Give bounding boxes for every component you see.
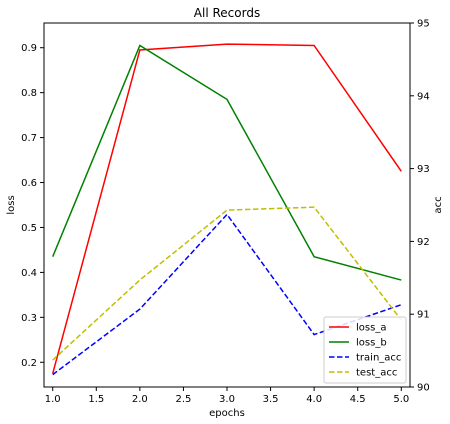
legend-box [323, 316, 407, 384]
x-tick-label: 4.0 [306, 394, 322, 405]
y-right-tick-label: 95 [417, 19, 430, 30]
x-tick-label: 3.0 [219, 394, 235, 405]
y-left-tick-label: 0.8 [21, 88, 37, 99]
series-line-loss-a [51, 43, 402, 374]
series-line-loss-b [52, 44, 402, 281]
x-tick-label: 3.5 [263, 394, 279, 405]
y-right-tick-label: 91 [417, 310, 430, 321]
y-axis-right-label: acc [433, 196, 444, 213]
y-right-tick-label: 90 [417, 383, 430, 394]
x-tick-label: 2.0 [132, 394, 148, 405]
legend-label: loss_b [356, 338, 387, 349]
chart-title: All Records [194, 6, 260, 20]
y-right-tick-label: 92 [417, 237, 430, 248]
legend-label: loss_a [356, 323, 386, 334]
legend: loss_a loss_b train_acc test_acc [323, 316, 407, 384]
legend-label: test_acc [356, 368, 397, 379]
y-left-tick-label: 0.2 [21, 358, 37, 369]
legend-label: train_acc [356, 353, 401, 364]
y-left-tick-label: 0.9 [21, 43, 37, 54]
x-axis-label: epochs [209, 408, 245, 419]
y-left-tick-label: 0.5 [21, 223, 37, 234]
series-line-test-acc [52, 206, 402, 361]
y-left-tick-label: 0.4 [21, 268, 37, 279]
y-axis-right: 90 91 92 93 94 95 [410, 19, 430, 394]
y-axis-left-label: loss [6, 195, 17, 214]
x-tick-label: 1.0 [45, 394, 61, 405]
x-axis: 1.0 1.5 2.0 2.5 3.0 3.5 4.0 4.5 5.0 [45, 387, 409, 405]
y-right-tick-label: 94 [417, 91, 430, 102]
x-tick-label: 4.5 [350, 394, 366, 405]
y-left-tick-label: 0.3 [21, 313, 37, 324]
x-tick-label: 2.5 [175, 394, 191, 405]
y-left-tick-label: 0.6 [21, 178, 37, 189]
x-tick-label: 1.5 [88, 394, 104, 405]
x-tick-label: 5.0 [393, 394, 409, 405]
y-axis-left: 0.2 0.3 0.4 0.5 0.6 0.7 0.8 0.9 [21, 43, 44, 369]
y-right-tick-label: 93 [417, 164, 430, 175]
y-left-tick-label: 0.7 [21, 133, 37, 144]
